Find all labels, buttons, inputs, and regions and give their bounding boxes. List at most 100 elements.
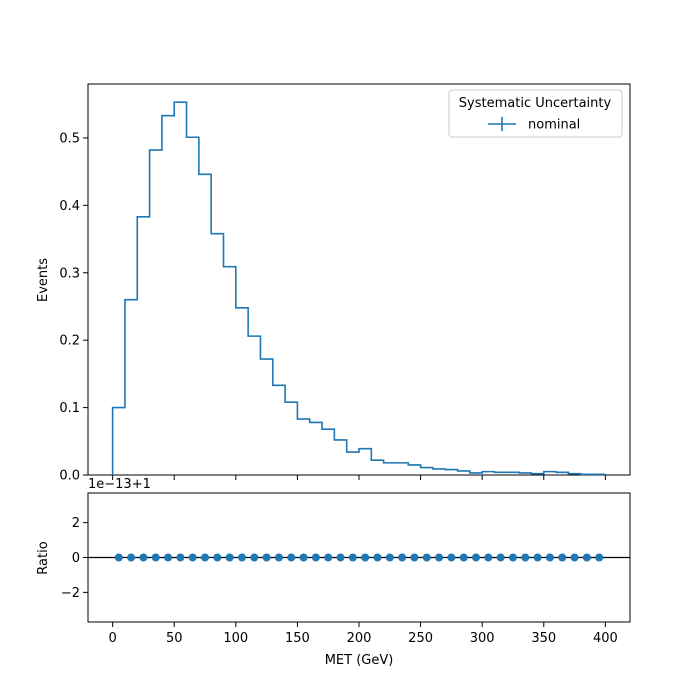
legend-entry-nominal: nominal	[528, 118, 580, 133]
ratio-x-ticks: 0 50 100 150 200 250 300 350 400	[108, 622, 618, 646]
histogram-bin-8	[211, 234, 223, 475]
ratio-point-0	[114, 553, 123, 562]
ratio-point-27	[447, 553, 456, 562]
x-tick-label-2: 100	[223, 631, 248, 646]
ratio-point-38	[582, 553, 591, 562]
nominal-histogram-line	[111, 101, 606, 476]
ratio-point-4	[164, 553, 173, 562]
ratio-point-3	[151, 553, 160, 562]
histogram-bin-27	[445, 470, 457, 475]
main-panel: 0.0 0.1 0.2 0.3 0.4 0.5 Events	[36, 83, 631, 484]
histogram-bin-19	[347, 452, 359, 475]
ratio-point-25	[422, 553, 431, 562]
main-y-tick-label-0: 0.0	[59, 469, 80, 484]
ratio-point-10	[237, 553, 246, 562]
ratio-point-5	[176, 553, 185, 562]
main-y-ticks: 0.0 0.1 0.2 0.3 0.4 0.5	[59, 131, 88, 484]
ratio-point-29	[472, 553, 481, 562]
x-tick-label-0: 0	[108, 631, 116, 646]
ratio-point-16	[311, 553, 320, 562]
histogram-bin-10	[236, 308, 248, 475]
histogram-bin-18	[334, 440, 346, 475]
histogram-bin-25	[421, 468, 433, 475]
x-tick-label-6: 300	[470, 631, 495, 646]
ratio-point-36	[558, 553, 567, 562]
ratio-point-19	[348, 553, 357, 562]
histogram-bin-3	[150, 150, 162, 475]
ratio-point-26	[435, 553, 444, 562]
histogram-bin-17	[322, 429, 334, 475]
ratio-point-15	[299, 553, 308, 562]
ratio-panel: −2 0 2 0 50 100 150 200 250 300 350 400 1e−13+1 Ra…	[36, 477, 631, 646]
ratio-point-30	[484, 553, 493, 562]
histogram-bin-0	[113, 408, 125, 475]
ratio-point-1	[127, 553, 136, 562]
ratio-point-21	[373, 553, 382, 562]
ratio-point-33	[521, 553, 530, 562]
x-tick-label-8: 400	[593, 631, 618, 646]
x-tick-label-5: 250	[408, 631, 433, 646]
histogram-bin-6	[187, 137, 199, 475]
ratio-point-28	[459, 553, 468, 562]
ratio-point-24	[410, 553, 419, 562]
ratio-point-2	[139, 553, 148, 562]
ratio-point-23	[398, 553, 407, 562]
histogram-bin-21	[371, 460, 383, 475]
ratio-point-9	[225, 553, 234, 562]
ratio-point-14	[287, 553, 296, 562]
ratio-point-35	[545, 553, 554, 562]
main-y-axis-label: Events	[36, 258, 51, 302]
ratio-point-37	[570, 553, 579, 562]
legend-box	[448, 89, 623, 138]
x-tick-label-7: 350	[531, 631, 556, 646]
ratio-point-20	[361, 553, 370, 562]
x-axis-label: MET (GeV)	[325, 653, 394, 668]
ratio-y-axis-label: Ratio	[36, 541, 51, 574]
histogram-bin-5	[174, 102, 186, 475]
histogram-bin-14	[285, 402, 297, 475]
ratio-point-8	[213, 553, 222, 562]
histogram-bin-16	[310, 422, 322, 475]
histogram-bin-7	[199, 174, 211, 475]
ratio-point-6	[188, 553, 197, 562]
histogram-bin-9	[224, 267, 236, 475]
x-tick-label-4: 200	[347, 631, 372, 646]
ratio-point-12	[262, 553, 271, 562]
ratio-point-39	[595, 553, 604, 562]
histogram-bin-20	[359, 449, 371, 475]
ratio-point-13	[274, 553, 283, 562]
histogram-bin-23	[396, 463, 408, 475]
histogram-bin-11	[248, 336, 260, 475]
ratio-y-tick-label-2: 2	[72, 516, 80, 531]
histogram-bin-1	[125, 300, 137, 475]
main-y-tick-label-5: 0.5	[59, 131, 80, 146]
histogram-bin-13	[273, 385, 285, 475]
legend: Systematic Uncertainty nominal	[448, 89, 623, 138]
ratio-y-ticks: −2 0 2	[61, 516, 88, 601]
histogram-bins	[113, 102, 606, 475]
x-tick-label-1: 50	[166, 631, 183, 646]
ratio-point-18	[336, 553, 345, 562]
ratio-point-7	[201, 553, 210, 562]
main-y-tick-label-2: 0.2	[59, 334, 80, 349]
ratio-point-11	[250, 553, 259, 562]
histogram-bin-4	[162, 116, 174, 475]
ratio-point-32	[508, 553, 517, 562]
histogram-bin-22	[384, 463, 396, 475]
legend-title: Systematic Uncertainty	[459, 96, 612, 111]
main-x-ticks	[112, 475, 606, 480]
ratio-point-34	[533, 553, 542, 562]
ratio-y-tick-label-1: 0	[72, 551, 80, 566]
main-plot-frame	[87, 83, 631, 476]
histogram-bin-24	[408, 465, 420, 475]
histogram-bin-2	[137, 217, 149, 475]
histogram-bin-12	[260, 359, 272, 475]
main-y-tick-label-3: 0.3	[59, 266, 80, 281]
ratio-offset-text: 1e−13+1	[88, 477, 151, 492]
ratio-point-17	[324, 553, 333, 562]
legend-nominal-marker	[488, 117, 516, 131]
ratio-point-31	[496, 553, 505, 562]
ratio-points	[114, 553, 604, 562]
x-tick-label-3: 150	[285, 631, 310, 646]
